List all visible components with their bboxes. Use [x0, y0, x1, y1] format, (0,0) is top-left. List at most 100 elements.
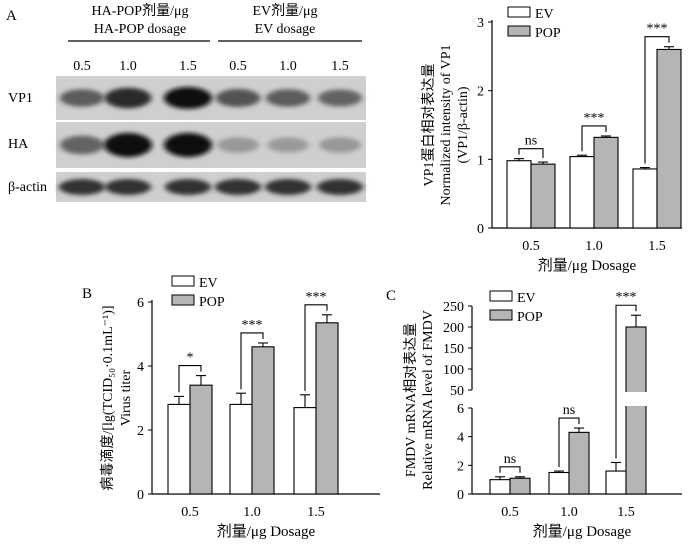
lane-label: 1.0 — [119, 59, 137, 74]
y-axis-label-en: Relative mRNA level of FMDV — [421, 310, 436, 490]
legend-swatch-pop — [171, 294, 195, 306]
y-tick-label: 1 — [477, 153, 484, 168]
bar-ev — [489, 479, 511, 495]
mrna-chart: 0 2 4 6 50 100 150 200 250 ns ns *** 0.5 1.0 1.5 剂量/μg … — [403, 290, 682, 540]
y-axis-label-en: Virus titer — [119, 370, 134, 427]
legend-label-ev: EV — [199, 276, 218, 291]
significance-bracket — [518, 148, 544, 159]
blot-row-label: β-actin — [8, 180, 47, 195]
legend-label-ev: EV — [535, 7, 554, 22]
y-tick-label: 2 — [457, 459, 464, 474]
x-tick-label: 0.5 — [501, 505, 519, 520]
blot-header-left-en: HA-POP dosage — [94, 22, 186, 37]
y-tick-label: 0 — [457, 488, 464, 503]
blot-band — [104, 179, 152, 195]
significance-bracket — [644, 36, 670, 164]
bar-pop — [656, 48, 682, 229]
y-tick-label: 150 — [443, 342, 464, 357]
x-tick-label: 1.0 — [243, 505, 261, 520]
y-tick-label: 6 — [457, 402, 464, 417]
legend-label-pop: POP — [199, 295, 225, 310]
lane-label: 0.5 — [229, 59, 247, 74]
legend-swatch-ev — [171, 275, 195, 287]
bar-ev — [167, 403, 191, 495]
bar-pop — [593, 136, 619, 229]
significance-bracket — [240, 332, 264, 390]
blot-band — [104, 132, 152, 158]
bar-pop — [625, 326, 647, 495]
blot-band — [267, 137, 309, 153]
panel-label-b: B — [82, 286, 92, 302]
y-axis-label-cn: VP1蛋白相对表达量 — [421, 64, 437, 187]
y-tick-label: 2 — [477, 85, 484, 100]
y-axis-label-cn: FMDV mRNA相对表达量 — [403, 323, 419, 477]
bar-pop — [509, 477, 531, 495]
blot-band — [318, 89, 362, 107]
lane-label: 1.5 — [179, 59, 197, 74]
bar-pop — [530, 163, 556, 229]
blot-band — [264, 179, 312, 195]
blot-band — [319, 137, 361, 153]
significance-bracket — [304, 304, 328, 391]
blot-band — [59, 89, 105, 107]
y-tick-label: 0 — [137, 488, 144, 503]
significance-label: *** — [306, 290, 327, 305]
bar-pop — [568, 431, 590, 495]
bar-ev — [229, 403, 253, 495]
blot-band — [164, 87, 212, 109]
blot-band — [265, 89, 311, 107]
significance-bracket — [499, 466, 521, 473]
y-tick-label: 0 — [477, 222, 484, 237]
axis-break-gap — [625, 392, 648, 406]
bar-pop — [315, 322, 339, 495]
y-axis-label-cn: 病毒滴度/[lg(TCID₅₀·0.1mL⁻¹)] — [99, 305, 116, 490]
panel-label-a: A — [6, 8, 17, 24]
lane-label: 1.0 — [279, 59, 297, 74]
blot-lane-labels: 0.5 1.0 1.5 0.5 1.0 1.5 — [73, 59, 349, 74]
significance-label: *** — [584, 111, 605, 126]
bar-pop — [251, 346, 275, 495]
blot-row-label: VP1 — [8, 91, 33, 106]
x-tick-label: 1.5 — [648, 239, 666, 254]
vp1-chart: 0 1 2 3 ns *** *** 0.5 1.0 1.5 剂量/μg Dosage EV POP VP… — [421, 6, 682, 274]
significance-bracket — [558, 417, 580, 468]
bar-ev — [548, 471, 570, 495]
bar-ev — [506, 160, 532, 229]
legend-label-pop: POP — [517, 310, 543, 325]
y-tick-label: 250 — [443, 300, 464, 315]
panel-label-c: C — [386, 288, 396, 304]
significance-bracket — [581, 125, 607, 152]
bar-pop — [189, 384, 213, 495]
significance-bracket — [178, 365, 202, 393]
blot-header-right-cn: EV剂量/μg — [252, 3, 317, 19]
legend-label-ev: EV — [517, 291, 536, 306]
x-tick-label: 1.0 — [560, 505, 578, 520]
bar-ev — [293, 407, 317, 495]
legend-swatch-ev — [489, 290, 513, 302]
blot-band — [316, 179, 364, 195]
significance-label: *** — [616, 290, 637, 305]
blot-band — [217, 137, 259, 153]
y-axis-label-en-sub: (VP1/β-actin) — [456, 86, 471, 163]
significance-label: *** — [242, 318, 263, 333]
significance-label: *** — [647, 22, 668, 37]
y-tick-label: 50 — [450, 384, 464, 399]
y-tick-label: 100 — [443, 363, 464, 378]
bar-ev — [632, 168, 658, 229]
western-blot: VP1 HA β-actin — [8, 76, 366, 202]
legend-label-pop: POP — [535, 26, 561, 41]
y-axis-label-en: Normalized intensity of VP1 — [439, 44, 454, 205]
y-tick-label: 6 — [137, 296, 144, 311]
lane-label: 1.5 — [331, 59, 349, 74]
blot-band — [215, 89, 261, 107]
y-tick-label: 3 — [477, 16, 484, 31]
bar-ev — [569, 156, 595, 229]
x-axis-label: 剂量/μg Dosage — [533, 523, 632, 540]
blot-band — [104, 87, 152, 109]
significance-label: ns — [525, 134, 537, 149]
blot-band — [60, 135, 104, 155]
x-tick-label: 1.5 — [307, 505, 325, 520]
y-tick-label: 4 — [457, 431, 464, 446]
